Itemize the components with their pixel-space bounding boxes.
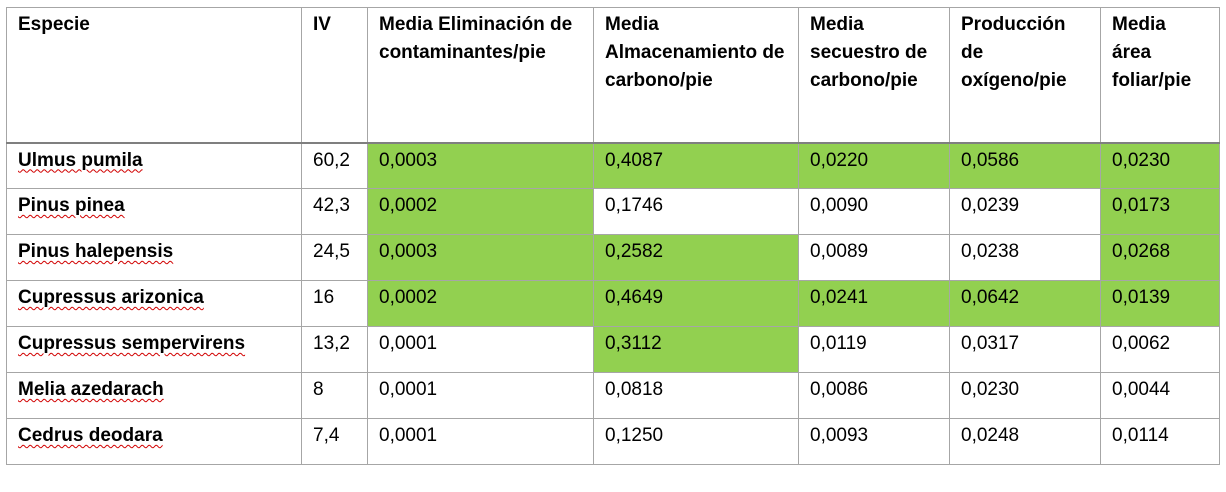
value-cell: 0,1746 bbox=[593, 188, 799, 235]
species-name: Pinus halepensis bbox=[18, 241, 174, 262]
value-cell: 0,0642 bbox=[949, 280, 1101, 327]
iv-cell: 13,2 bbox=[301, 326, 368, 373]
value-cell: 0,0317 bbox=[949, 326, 1101, 373]
table-body: Ulmus pumila 60,2 0,0003 0,4087 0,0220 0,0586… bbox=[6, 142, 1220, 465]
value-cell: 0,0086 bbox=[798, 372, 950, 419]
value-cell: 0,0089 bbox=[798, 234, 950, 281]
value-cell: 0,0239 bbox=[949, 188, 1101, 235]
species-cell: Pinus pinea bbox=[6, 188, 302, 235]
species-cell: Cupressus arizonica bbox=[6, 280, 302, 327]
table-row: Cupressus sempervirens 13,2 0,0001 0,3112 0,… bbox=[6, 326, 1220, 373]
species-name: Cupressus arizonica bbox=[18, 287, 204, 308]
species-name: Cedrus deodara bbox=[18, 425, 163, 446]
table-row: Cupressus arizonica 16 0,0002 0,4649 0,0241 0… bbox=[6, 280, 1220, 327]
species-name: Pinus pinea bbox=[18, 195, 125, 216]
header-oxigeno: Producción de oxígeno/pie bbox=[949, 7, 1101, 144]
value-cell: 0,0093 bbox=[798, 418, 950, 465]
species-name: Melia azedarach bbox=[18, 379, 164, 400]
species-cell: Ulmus pumila bbox=[6, 142, 302, 189]
value-cell: 0,0248 bbox=[949, 418, 1101, 465]
value-cell: 0,0002 bbox=[367, 280, 594, 327]
species-cell: Cupressus sempervirens bbox=[6, 326, 302, 373]
value-cell: 0,0119 bbox=[798, 326, 950, 373]
value-cell: 0,0230 bbox=[949, 372, 1101, 419]
value-cell: 0,0090 bbox=[798, 188, 950, 235]
header-iv: IV bbox=[301, 7, 368, 144]
species-cell: Cedrus deodara bbox=[6, 418, 302, 465]
value-cell: 0,3112 bbox=[593, 326, 799, 373]
value-cell: 0,4087 bbox=[593, 142, 799, 189]
value-cell: 0,2582 bbox=[593, 234, 799, 281]
table-row: Pinus pinea 42,3 0,0002 0,1746 0,0090 0,0239 0… bbox=[6, 188, 1220, 235]
value-cell: 0,1250 bbox=[593, 418, 799, 465]
value-cell: 0,0001 bbox=[367, 326, 594, 373]
value-cell: 0,0173 bbox=[1100, 188, 1220, 235]
species-cell: Melia azedarach bbox=[6, 372, 302, 419]
iv-cell: 60,2 bbox=[301, 142, 368, 189]
table-row: Melia azedarach 8 0,0001 0,0818 0,0086 0,0230… bbox=[6, 372, 1220, 419]
value-cell: 0,0241 bbox=[798, 280, 950, 327]
value-cell: 0,0001 bbox=[367, 372, 594, 419]
value-cell: 0,4649 bbox=[593, 280, 799, 327]
species-name: Cupressus sempervirens bbox=[18, 333, 246, 354]
value-cell: 0,0238 bbox=[949, 234, 1101, 281]
value-cell: 0,0114 bbox=[1100, 418, 1220, 465]
value-cell: 0,0003 bbox=[367, 142, 594, 189]
table-row: Cedrus deodara 7,4 0,0001 0,1250 0,0093 0,024… bbox=[6, 418, 1220, 465]
value-cell: 0,0044 bbox=[1100, 372, 1220, 419]
value-cell: 0,0001 bbox=[367, 418, 594, 465]
value-cell: 0,0268 bbox=[1100, 234, 1220, 281]
iv-cell: 7,4 bbox=[301, 418, 368, 465]
iv-cell: 24,5 bbox=[301, 234, 368, 281]
table-row: Ulmus pumila 60,2 0,0003 0,4087 0,0220 0,0586… bbox=[6, 142, 1220, 189]
value-cell: 0,0002 bbox=[367, 188, 594, 235]
iv-cell: 42,3 bbox=[301, 188, 368, 235]
header-eliminacion: Media Eliminación de contaminantes/pie bbox=[367, 7, 594, 144]
header-almacenamiento: Media Almacenamiento de carbono/pie bbox=[593, 7, 799, 144]
species-table: Especie IV Media Eliminación de contamin… bbox=[6, 7, 1220, 465]
header-area-foliar: Media área foliar/pie bbox=[1100, 7, 1220, 144]
species-cell: Pinus halepensis bbox=[6, 234, 302, 281]
species-name: Ulmus pumila bbox=[18, 149, 143, 171]
value-cell: 0,0586 bbox=[949, 142, 1101, 189]
header-row: Especie IV Media Eliminación de contamin… bbox=[6, 7, 1220, 144]
header-especie: Especie bbox=[6, 7, 302, 144]
table-row: Pinus halepensis 24,5 0,0003 0,2582 0,0089 0,… bbox=[6, 234, 1220, 281]
header-secuestro: Media secuestro de carbono/pie bbox=[798, 7, 950, 144]
value-cell: 0,0003 bbox=[367, 234, 594, 281]
value-cell: 0,0139 bbox=[1100, 280, 1220, 327]
iv-cell: 8 bbox=[301, 372, 368, 419]
value-cell: 0,0062 bbox=[1100, 326, 1220, 373]
iv-cell: 16 bbox=[301, 280, 368, 327]
value-cell: 0,0818 bbox=[593, 372, 799, 419]
value-cell: 0,0220 bbox=[798, 142, 950, 189]
value-cell: 0,0230 bbox=[1100, 142, 1220, 189]
